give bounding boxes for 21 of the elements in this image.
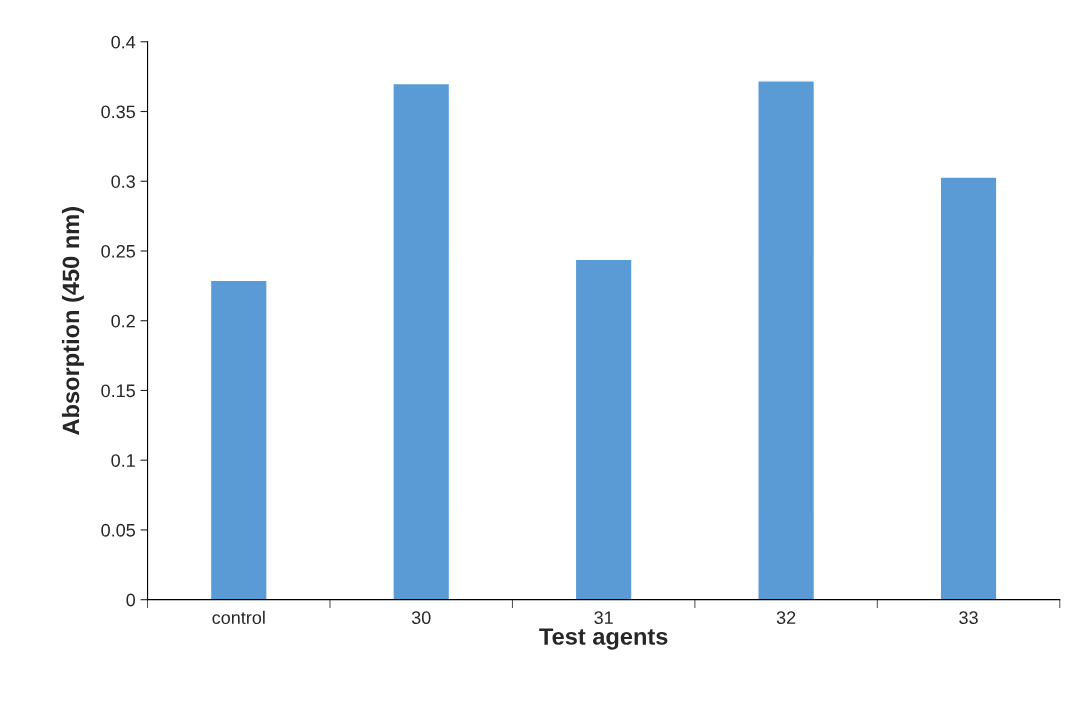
x-tick-label: 30 (411, 611, 431, 625)
bar (939, 176, 998, 600)
y-tick-label: 0.35 (101, 105, 135, 119)
x-tick-label: 32 (776, 611, 796, 625)
y-tick-label: 0.4 (111, 35, 136, 49)
bar (392, 82, 451, 600)
y-axis-title: Absorption (450 nm) (61, 207, 84, 435)
bar (209, 279, 268, 600)
y-tick-label: 0.1 (111, 454, 135, 467)
y-tick-label: 0.15 (101, 384, 135, 398)
x-tick-label: 33 (959, 611, 978, 625)
bar (757, 80, 816, 600)
y-tick-label: 0.2 (111, 314, 135, 328)
x-tick-label: control (212, 610, 265, 625)
y-tick-label: 0.05 (101, 523, 135, 537)
y-tick-label: 0.25 (101, 244, 135, 258)
x-axis-title: Test agents (539, 628, 668, 650)
y-tick-label: 0.3 (111, 175, 135, 188)
bar (574, 258, 633, 600)
y-tick-label: 0 (126, 593, 136, 607)
x-tick-label: 31 (594, 611, 613, 625)
